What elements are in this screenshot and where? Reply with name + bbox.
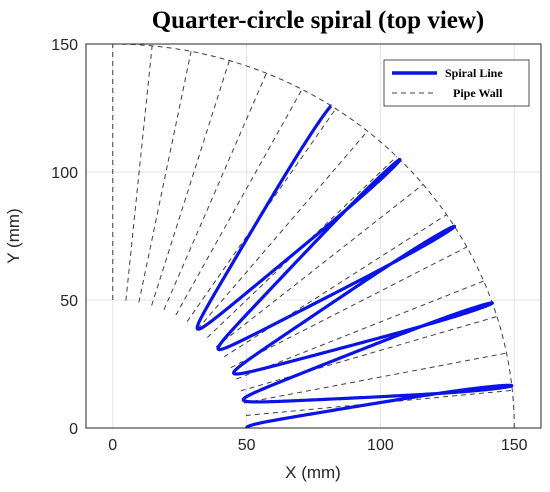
wall-radial-line-5 (230, 246, 468, 369)
x-tick-label-3: 150 (501, 437, 528, 454)
pipe-wall-lines (112, 43, 515, 429)
wall-radial-line-13 (151, 60, 230, 306)
x-tick-labels: 0 50 100 150 (108, 437, 527, 454)
wall-radial-line-11 (175, 89, 303, 316)
y-tick-labels: 0 50 100 150 (51, 37, 78, 438)
y-tick-label-1: 50 (60, 293, 78, 310)
wall-radial-line-7 (215, 183, 424, 348)
wall-radial-line-12 (163, 73, 267, 310)
y-tick-label-0: 0 (69, 421, 78, 438)
wall-radial-line-6 (223, 214, 447, 358)
x-axis-label: X (mm) (285, 463, 341, 482)
legend-label-spiral-line: Spiral Line (445, 66, 503, 80)
x-tick-label-2: 100 (367, 437, 394, 454)
x-tick-label-1: 50 (238, 437, 256, 454)
spiral-line-series (195, 104, 514, 430)
y-axis-label: Y (mm) (4, 208, 23, 263)
chart-title: Quarter-circle spiral (top view) (152, 7, 485, 34)
plot-area-frame (85, 43, 542, 429)
y-tick-label-3: 150 (51, 37, 78, 54)
x-tick-label-0: 0 (108, 437, 117, 454)
legend-label-pipe-wall: Pipe Wall (453, 86, 503, 100)
wall-radial-line-4 (236, 280, 484, 380)
spiral-line (195, 104, 514, 430)
legend-box (383, 59, 530, 107)
wall-radial-line-15 (125, 45, 153, 301)
legend: Spiral Line Pipe Wall (383, 59, 530, 107)
y-tick-label-2: 100 (51, 165, 78, 182)
outer-wall-arc (112, 43, 515, 429)
wall-radial-line-14 (138, 51, 192, 303)
wall-radial-line-9 (197, 130, 368, 330)
